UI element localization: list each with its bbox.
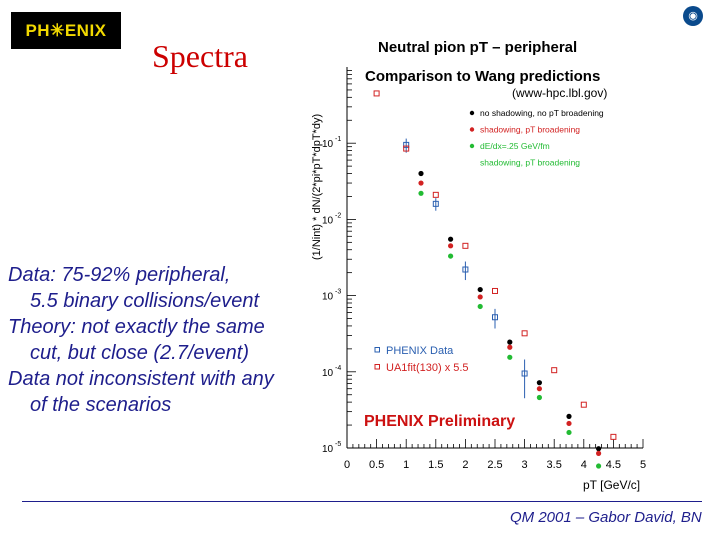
data-point (536, 380, 542, 386)
body-text: Data: 75-92% peripheral, 5.5 binary coll… (8, 262, 338, 418)
y-axis-label: (1/Nint) * dN/(2*pi*pT*dpT*dy) (311, 114, 323, 260)
phenix-logo: PH✳ENIX (11, 12, 121, 49)
data-point (432, 200, 439, 207)
data-point (521, 370, 528, 377)
y-tick-exponent: -3 (335, 289, 341, 296)
legend-marker (374, 347, 380, 353)
legend-label: shadowing, pT broadening (480, 125, 580, 135)
body-line: Data not inconsistent with any (8, 368, 274, 390)
chart-title: Neutral pion pT – peripheral (378, 39, 577, 56)
data-point (596, 450, 602, 456)
body-line: of the scenarios (30, 394, 172, 416)
data-point (507, 344, 513, 350)
x-tick-label: 4.5 (606, 459, 621, 471)
data-point (477, 303, 483, 310)
data-point (373, 90, 380, 97)
data-point (566, 420, 572, 427)
data-point (536, 386, 542, 392)
data-point (521, 330, 528, 337)
data-point (477, 286, 483, 293)
data-point (418, 180, 424, 186)
data-point (507, 339, 513, 345)
x-tick-label: 5 (640, 459, 646, 471)
y-tick-label: 10 (322, 139, 334, 150)
data-point (566, 413, 572, 419)
slide-title: Spectra (152, 38, 248, 74)
data-point (536, 394, 542, 401)
footer-divider (22, 501, 702, 502)
spectra-chart: Neutral pion pT – peripheral Comparison … (300, 30, 710, 495)
data-point (580, 401, 587, 408)
x-tick-label: 4 (581, 459, 587, 471)
chart-source: (www-hpc.lbl.gov) (512, 86, 607, 100)
y-tick-label: 10 (322, 292, 334, 303)
footer-text: QM 2001 – Gabor David, BN (510, 509, 702, 526)
legend-marker (469, 143, 475, 149)
y-tick-label: 10 (322, 444, 334, 455)
x-axis-label: pT [GeV/c] (583, 478, 640, 492)
y-tick-exponent: -1 (335, 136, 341, 143)
legend-marker (469, 127, 475, 132)
x-tick-label: 3 (522, 459, 528, 471)
data-point (596, 446, 602, 452)
legend-label: no shadowing, no pT broadening (480, 108, 604, 118)
data-point (448, 253, 454, 259)
legend-marker (469, 110, 475, 116)
legend-label: UA1fit(130) x 5.5 (386, 362, 469, 374)
chart-axes: 10 -110 -210 -310 -410 -50 0.5 1 1.5 2 2.5 3 3.5 4 4.5… (322, 67, 646, 471)
chart-legends: no shadowing, no pT broadening shadowing,… (374, 108, 604, 374)
y-tick-exponent: -4 (335, 365, 341, 372)
data-point (492, 287, 498, 294)
data-point (596, 463, 602, 469)
y-tick-exponent: -5 (335, 441, 341, 448)
chart-marks (373, 90, 617, 469)
data-point (551, 367, 558, 374)
body-line: cut, but close (2.7/event) (30, 342, 250, 364)
x-tick-label: 0.5 (369, 459, 384, 471)
data-point (403, 141, 410, 148)
x-tick-label: 1 (403, 459, 409, 471)
data-point (432, 191, 439, 198)
data-point (448, 236, 454, 242)
legend-label: dE/dx=.25 GeV/fm (480, 141, 550, 151)
x-tick-label: 2.5 (487, 459, 502, 471)
data-point (418, 190, 424, 196)
data-point (448, 243, 454, 249)
data-point (610, 433, 617, 440)
data-point (418, 170, 424, 177)
x-tick-label: 3.5 (547, 459, 562, 471)
body-line: Theory: not exactly the same (8, 316, 265, 338)
logo-icon: ◉ (683, 6, 703, 26)
x-tick-label: 1.5 (428, 459, 443, 471)
data-point (462, 266, 469, 273)
legend-label: PHENIX Data (386, 345, 454, 357)
body-line: 5.5 binary collisions/event (30, 290, 260, 312)
legend-label: shadowing, pT broadening (480, 158, 580, 168)
data-point (566, 429, 572, 436)
data-point (477, 294, 483, 300)
data-point (403, 145, 410, 152)
chart-background (300, 30, 710, 495)
y-tick-label: 10 (322, 215, 334, 226)
y-tick-exponent: -2 (335, 212, 341, 219)
phenix-preliminary-label: PHENIX Preliminary (364, 413, 515, 430)
data-point (492, 314, 498, 321)
legend-marker (374, 364, 380, 370)
data-point (507, 354, 513, 360)
y-tick-label: 10 (322, 368, 334, 379)
chart-subtitle: Comparison to Wang predictions (365, 68, 600, 85)
x-tick-label: 2 (462, 459, 468, 471)
body-line: Data: 75-92% peripheral, (8, 264, 231, 286)
logo-text: PH✳ENIX (25, 20, 107, 40)
data-point (462, 242, 469, 249)
x-tick-label: 0 (344, 459, 350, 471)
